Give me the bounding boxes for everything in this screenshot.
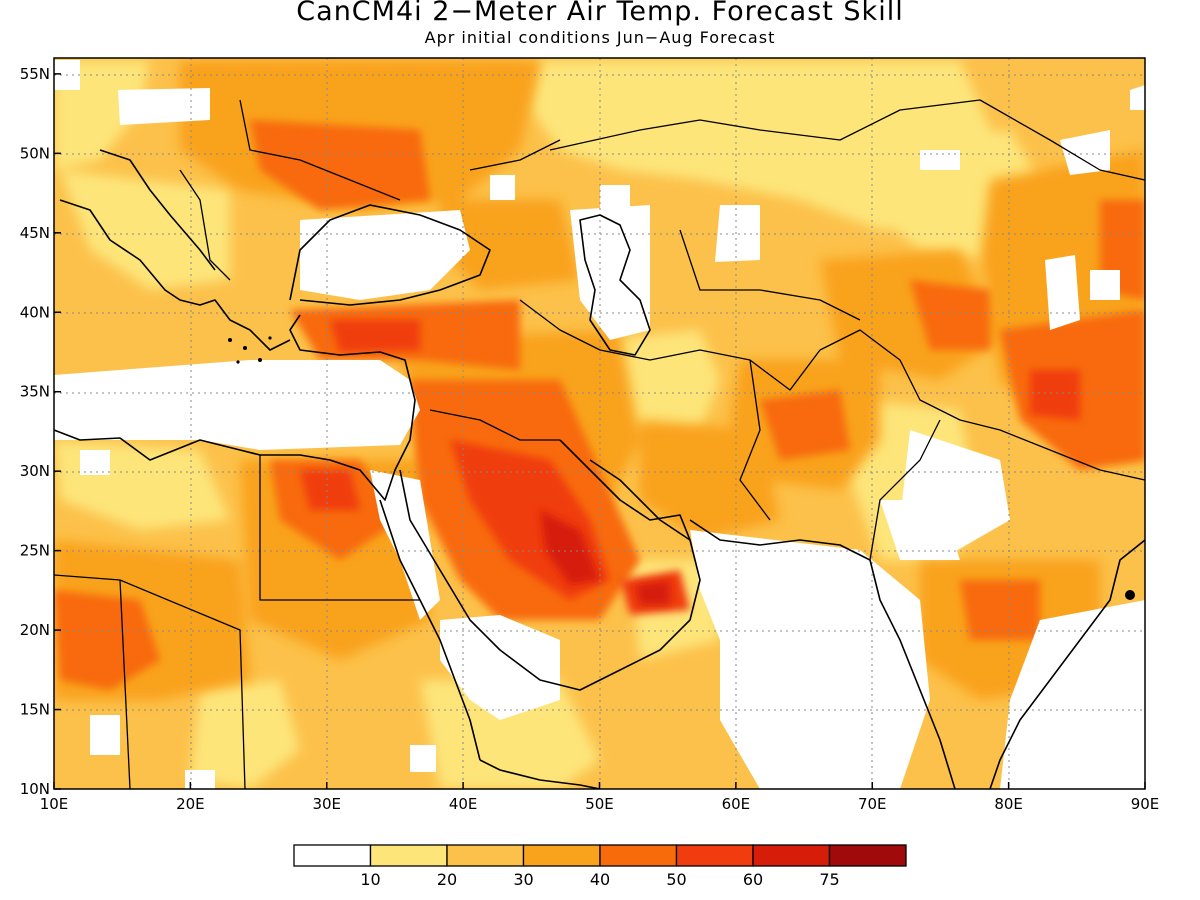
lon-tick-label: 90E <box>1131 795 1160 813</box>
colorbar-label: 50 <box>666 870 686 889</box>
lon-tick-label: 20E <box>176 795 205 813</box>
colorbar-bin <box>599 844 678 867</box>
lat-tick-label: 25N <box>20 542 50 560</box>
lon-tick-label: 70E <box>858 795 887 813</box>
colorbar-label: 75 <box>819 870 839 889</box>
colorbar-label: 10 <box>360 870 380 889</box>
longitude-axis: 10E 20E 30E 40E 50E 60E 70E 80E 90E <box>40 782 1160 813</box>
colorbar-bin <box>675 844 754 867</box>
lat-tick-label: 10N <box>20 780 50 798</box>
lat-tick-label: 35N <box>20 383 50 401</box>
map-title: CanCM4i 2−Meter Air Temp. Forecast Skill <box>296 0 904 27</box>
lat-tick-label: 40N <box>20 303 50 321</box>
colorbar-bin <box>752 844 831 867</box>
colorbar-bin <box>369 844 448 867</box>
colorbar-label: 20 <box>437 870 457 889</box>
lon-tick-label: 80E <box>994 795 1023 813</box>
lon-tick-label: 60E <box>722 795 751 813</box>
coastlines <box>54 99 1145 789</box>
colorbar-bin <box>828 844 907 867</box>
lat-tick-label: 20N <box>20 621 50 639</box>
lon-tick-label: 40E <box>449 795 478 813</box>
colorbar-bin <box>522 844 601 867</box>
colorbar-label: 40 <box>590 870 610 889</box>
latitude-axis: 10N 15N 20N 25N 30N 35N 40N 45N 50N 55N <box>20 65 61 798</box>
lon-tick-label: 50E <box>585 795 614 813</box>
lat-tick-label: 55N <box>20 65 50 83</box>
colorbar-label: 60 <box>743 870 763 889</box>
colorbar-label: 30 <box>513 870 533 889</box>
map-subtitle: Apr initial conditions Jun−Aug Forecast <box>424 28 776 47</box>
lat-tick-label: 30N <box>20 462 50 480</box>
lon-tick-label: 10E <box>40 795 69 813</box>
skill-field <box>54 58 1145 789</box>
lat-tick-label: 15N <box>20 701 50 719</box>
colorbar-bin <box>446 844 525 867</box>
colorbar: 10 20 30 40 50 60 75 <box>293 844 907 889</box>
lat-tick-label: 50N <box>20 144 50 162</box>
lat-tick-label: 45N <box>20 224 50 242</box>
lon-tick-label: 30E <box>312 795 341 813</box>
colorbar-bin <box>293 844 372 867</box>
